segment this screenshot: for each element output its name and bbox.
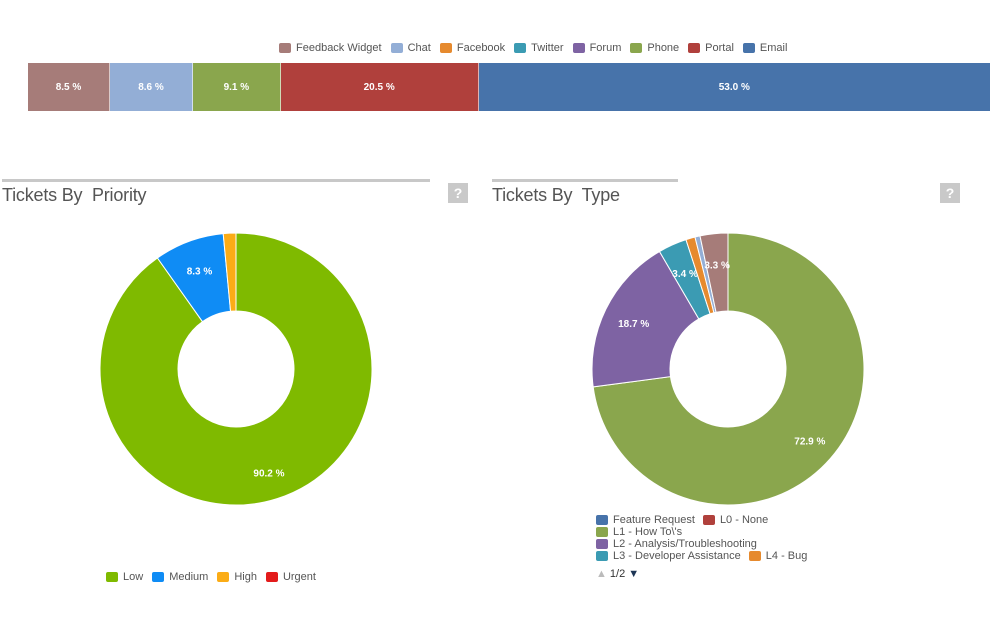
priority_panel-legend-item-urgent[interactable]: Urgent xyxy=(265,571,316,583)
priority-help-button[interactable]: ? xyxy=(448,183,468,203)
channel-legend-label: Feedback Widget xyxy=(296,42,382,54)
priority_panel-legend-swatch xyxy=(152,572,165,582)
type-slice-label: 3.4 % xyxy=(672,269,698,280)
channel-legend-swatch xyxy=(630,43,643,53)
bar-segment-label: 9.1 % xyxy=(223,81,250,93)
pager-up-icon[interactable]: ▲ xyxy=(596,568,607,580)
type_panel-legend-swatch xyxy=(596,539,608,549)
priority-legend: Low Medium High Urgent xyxy=(106,571,325,583)
bar-segment-label: 20.5 % xyxy=(363,81,395,93)
channel-legend-item-forum[interactable]: Forum xyxy=(572,42,622,54)
channel-legend-swatch xyxy=(742,43,755,53)
type-slice-l1-how-to-s[interactable] xyxy=(592,232,865,506)
channel-legend-item-chat[interactable]: Chat xyxy=(390,42,431,54)
channel-legend-swatch xyxy=(572,43,585,53)
type_panel-legend-swatch xyxy=(596,527,608,537)
priority-slice-label: 8.3 % xyxy=(187,267,213,278)
type-legend-row: L1 - How To\'s xyxy=(596,526,826,538)
priority_panel-legend-item-low[interactable]: Low xyxy=(106,571,143,583)
channel-legend-item-email[interactable]: Email xyxy=(742,42,788,54)
priority_panel-legend-label: High xyxy=(234,571,257,583)
type-slice-l2-analysis-troubleshooting[interactable] xyxy=(591,250,700,388)
bar-segment-chat[interactable]: 8.6 % xyxy=(110,63,193,111)
priority-slice-low[interactable] xyxy=(99,232,373,506)
bar-segment-phone[interactable]: 9.1 % xyxy=(192,63,281,111)
priority_panel-legend-item-medium[interactable]: Medium xyxy=(152,571,208,583)
pager-page-text: 1/2 xyxy=(609,568,626,580)
type_panel-legend-label: L0 - None xyxy=(719,514,769,526)
type-slice-label: 18.7 % xyxy=(618,319,649,330)
channel-legend-item-facebook[interactable]: Facebook xyxy=(439,42,506,54)
channel-legend-swatch xyxy=(514,43,527,53)
channel-legend-item-feedback-widget[interactable]: Feedback Widget xyxy=(279,42,382,54)
type_panel-legend-swatch xyxy=(702,515,715,525)
priority-donut-chart: 90.2 % 8.3 % xyxy=(99,232,373,506)
channel-legend-item-phone[interactable]: Phone xyxy=(630,42,679,54)
channel-legend-swatch xyxy=(279,43,291,53)
bar-segment-label: 53.0 % xyxy=(718,81,750,93)
channel-legend-swatch xyxy=(688,43,701,53)
pager-down-icon[interactable]: ▼ xyxy=(628,568,640,580)
type-legend-row: L2 - Analysis/Troubleshooting xyxy=(596,538,826,550)
type_panel-legend-item-l0-none[interactable]: L0 - None xyxy=(702,514,769,526)
channel-stacked-bar: 8.5 % 8.6 % 9.1 % 20.5 % 53.0 % xyxy=(28,63,990,111)
type_panel-legend-item-feature-request[interactable]: Feature Request xyxy=(596,514,695,526)
type-donut-chart: 72.9 % 18.7 % 3.4 % 3.3 % xyxy=(591,232,865,506)
type_panel-legend-item-l4-bug[interactable]: L4 - Bug xyxy=(748,550,808,562)
priority_panel-legend-swatch xyxy=(265,572,278,582)
bar-segment-portal[interactable]: 20.5 % xyxy=(280,63,479,111)
priority_panel-legend-swatch xyxy=(106,572,118,582)
priority-slice-high[interactable] xyxy=(222,232,237,312)
priority-panel-rule xyxy=(2,179,430,182)
channel-legend-label: Facebook xyxy=(456,42,506,54)
type_panel-legend-swatch xyxy=(748,551,761,561)
type-panel-title: Tickets By Type xyxy=(492,185,620,205)
type-slice-l0-none[interactable] xyxy=(699,232,729,313)
channel-legend-label: Email xyxy=(759,42,788,54)
type_panel-legend-label: Feature Request xyxy=(613,514,695,526)
type-slice-label: 3.3 % xyxy=(704,261,730,272)
type_panel-legend-item-l3-developer-assistance[interactable]: L3 - Developer Assistance xyxy=(596,550,741,562)
type_panel-legend-swatch xyxy=(596,551,608,561)
type-help-button[interactable]: ? xyxy=(940,183,960,203)
type_panel-legend-label: L2 - Analysis/Troubleshooting xyxy=(613,538,757,550)
priority-slice-label: 90.2 % xyxy=(253,469,284,480)
bar-segment-label: 8.5 % xyxy=(55,81,82,93)
channel-legend-item-portal[interactable]: Portal xyxy=(688,42,734,54)
channel-legend-item-twitter[interactable]: Twitter xyxy=(514,42,564,54)
channel-legend-swatch xyxy=(390,43,403,53)
type_panel-legend-item-l2-analysis-troubleshooting[interactable]: L2 - Analysis/Troubleshooting xyxy=(596,538,757,550)
channel-legend-label: Chat xyxy=(407,42,431,54)
channel-legend-label: Forum xyxy=(589,42,622,54)
type-legend-row: L3 - Developer Assistance L4 - Bug xyxy=(596,550,826,562)
bar-segment-label: 8.6 % xyxy=(138,81,164,93)
bar-segment-email[interactable]: 53.0 % xyxy=(478,63,990,111)
channel-legend-label: Portal xyxy=(705,42,734,54)
priority_panel-legend-swatch xyxy=(217,572,230,582)
channel-legend-label: Twitter xyxy=(531,42,564,54)
type_panel-legend-label: L4 - Bug xyxy=(765,550,808,562)
channel-legend-swatch xyxy=(439,43,452,53)
priority_panel-legend-item-high[interactable]: High xyxy=(217,571,257,583)
priority_panel-legend-label: Urgent xyxy=(282,571,316,583)
type-legend: Feature Request L0 - None L1 - How To\'s L2… xyxy=(596,514,826,562)
priority-panel-title: Tickets By Priority xyxy=(2,185,147,205)
priority_panel-legend-label: Low xyxy=(123,571,144,583)
type-legend-pager: ▲ 1/2 ▼ xyxy=(596,568,639,580)
channel-legend-label: Phone xyxy=(647,42,680,54)
priority_panel-legend-label: Medium xyxy=(169,571,209,583)
type_panel-legend-item-l1-how-to-s[interactable]: L1 - How To\'s xyxy=(596,526,682,538)
type-panel-rule xyxy=(492,179,678,182)
type-legend-row: Feature Request L0 - None xyxy=(596,514,826,526)
bar-segment-feedback-widget[interactable]: 8.5 % xyxy=(28,63,111,111)
channel-legend: Feedback Widget Chat Facebook Twitter Forum P… xyxy=(279,41,796,55)
type_panel-legend-label: L1 - How To\'s xyxy=(613,526,683,538)
type_panel-legend-label: L3 - Developer Assistance xyxy=(613,550,741,562)
type-slice-label: 72.9 % xyxy=(794,437,825,448)
type_panel-legend-swatch xyxy=(596,515,608,525)
